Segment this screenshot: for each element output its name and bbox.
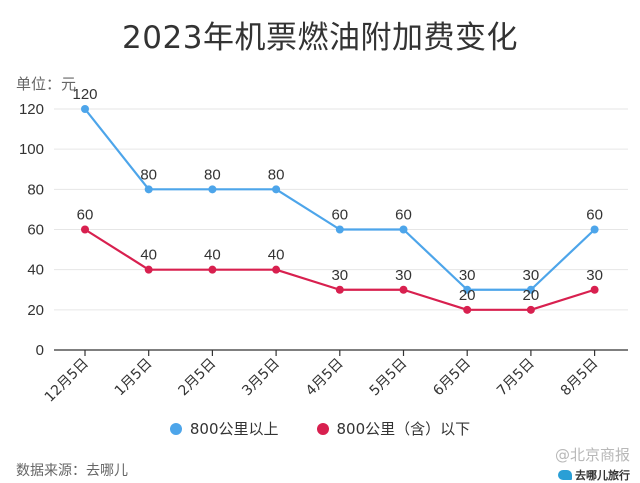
data-label-s1-5: 30 — [395, 267, 412, 284]
x-tick-label-3: 3月5日 — [239, 356, 283, 400]
data-label-s1-1: 40 — [140, 247, 157, 264]
data-point-s1-4 — [335, 285, 344, 294]
legend: 800公里以上 800公里（含）以下 — [0, 418, 640, 439]
data-label-s1-8: 30 — [586, 267, 603, 284]
legend-item-above-800km[interactable]: 800公里以上 — [169, 418, 279, 439]
x-tick-label-6: 6月5日 — [430, 356, 474, 400]
data-label-s0-7: 30 — [523, 267, 540, 284]
data-point-s1-1 — [144, 265, 153, 274]
x-tick-label-7: 7月5日 — [494, 356, 538, 400]
data-label-s1-3: 40 — [268, 247, 285, 264]
data-point-s0-0 — [81, 105, 89, 113]
y-tick-label-40: 40 — [27, 262, 44, 279]
data-label-s0-5: 60 — [395, 207, 412, 224]
unit-label: 单位：元 — [16, 75, 77, 93]
data-point-s0-7 — [526, 285, 535, 294]
data-point-s1-6 — [463, 305, 472, 314]
data-point-s0-6 — [463, 285, 472, 294]
y-tick-label-120: 120 — [19, 101, 44, 118]
data-point-s0-1 — [144, 185, 153, 194]
data-point-s1-3 — [272, 265, 281, 274]
legend-item-below-800km[interactable]: 800公里（含）以下 — [316, 418, 471, 439]
data-point-s0-5 — [399, 225, 408, 234]
data-point-s1-2 — [208, 265, 217, 274]
data-label-s0-3: 80 — [268, 166, 285, 183]
data-point-s0-3 — [272, 185, 281, 194]
data-point-s1-5 — [399, 285, 408, 294]
legend-marker-above-800km — [169, 422, 182, 435]
x-tick-label-2: 2月5日 — [176, 356, 220, 400]
data-label-s0-1: 80 — [140, 166, 157, 183]
data-label-s1-4: 30 — [331, 267, 348, 284]
y-tick-label-20: 20 — [27, 302, 44, 319]
series-line-0 — [84, 108, 596, 291]
data-source: 数据来源：去哪儿 — [16, 463, 128, 479]
x-tick-label-5: 5月5日 — [367, 356, 411, 400]
x-tick-label-4: 4月5日 — [303, 356, 347, 400]
data-point-s0-2 — [208, 185, 217, 194]
data-point-s1-7 — [526, 305, 535, 314]
data-point-s1-0 — [81, 225, 89, 234]
data-label-s1-2: 40 — [204, 247, 221, 264]
data-label-s1-7: 20 — [523, 287, 540, 304]
data-label-s0-4: 60 — [331, 207, 348, 224]
legend-label-above-800km: 800公里以上 — [189, 420, 279, 438]
watermark: @北京商报 去哪儿旅行 — [555, 444, 630, 483]
legend-marker-below-800km — [316, 422, 329, 435]
data-label-s1-6: 20 — [459, 287, 476, 304]
x-tick-label-0: 12月5日 — [42, 356, 92, 406]
watermark-text: @北京商报 — [554, 446, 630, 464]
data-point-s0-8 — [590, 225, 599, 234]
y-tick-label-100: 100 — [19, 141, 44, 158]
data-label-s0-8: 60 — [586, 207, 603, 224]
y-tick-label-60: 60 — [27, 222, 44, 239]
x-tick-label-1: 1月5日 — [112, 356, 156, 400]
data-label-s0-2: 80 — [204, 166, 221, 183]
y-tick-label-0: 0 — [36, 342, 44, 359]
data-label-s1-0: 60 — [77, 207, 94, 224]
qunar-logo-icon — [558, 470, 572, 480]
data-point-s1-8 — [590, 285, 599, 294]
y-tick-label-80: 80 — [27, 181, 44, 198]
watermark-brand-text: 去哪儿旅行 — [575, 469, 630, 482]
chart-title: 2023年机票燃油附加费变化 — [122, 20, 518, 56]
legend-label-below-800km: 800公里（含）以下 — [336, 420, 471, 438]
data-label-s0-0: 120 — [72, 86, 97, 103]
data-point-s0-4 — [335, 225, 344, 234]
data-label-s0-6: 30 — [459, 267, 476, 284]
watermark-brand: 去哪儿旅行 — [555, 467, 630, 483]
x-tick-label-8: 8月5日 — [558, 356, 602, 400]
